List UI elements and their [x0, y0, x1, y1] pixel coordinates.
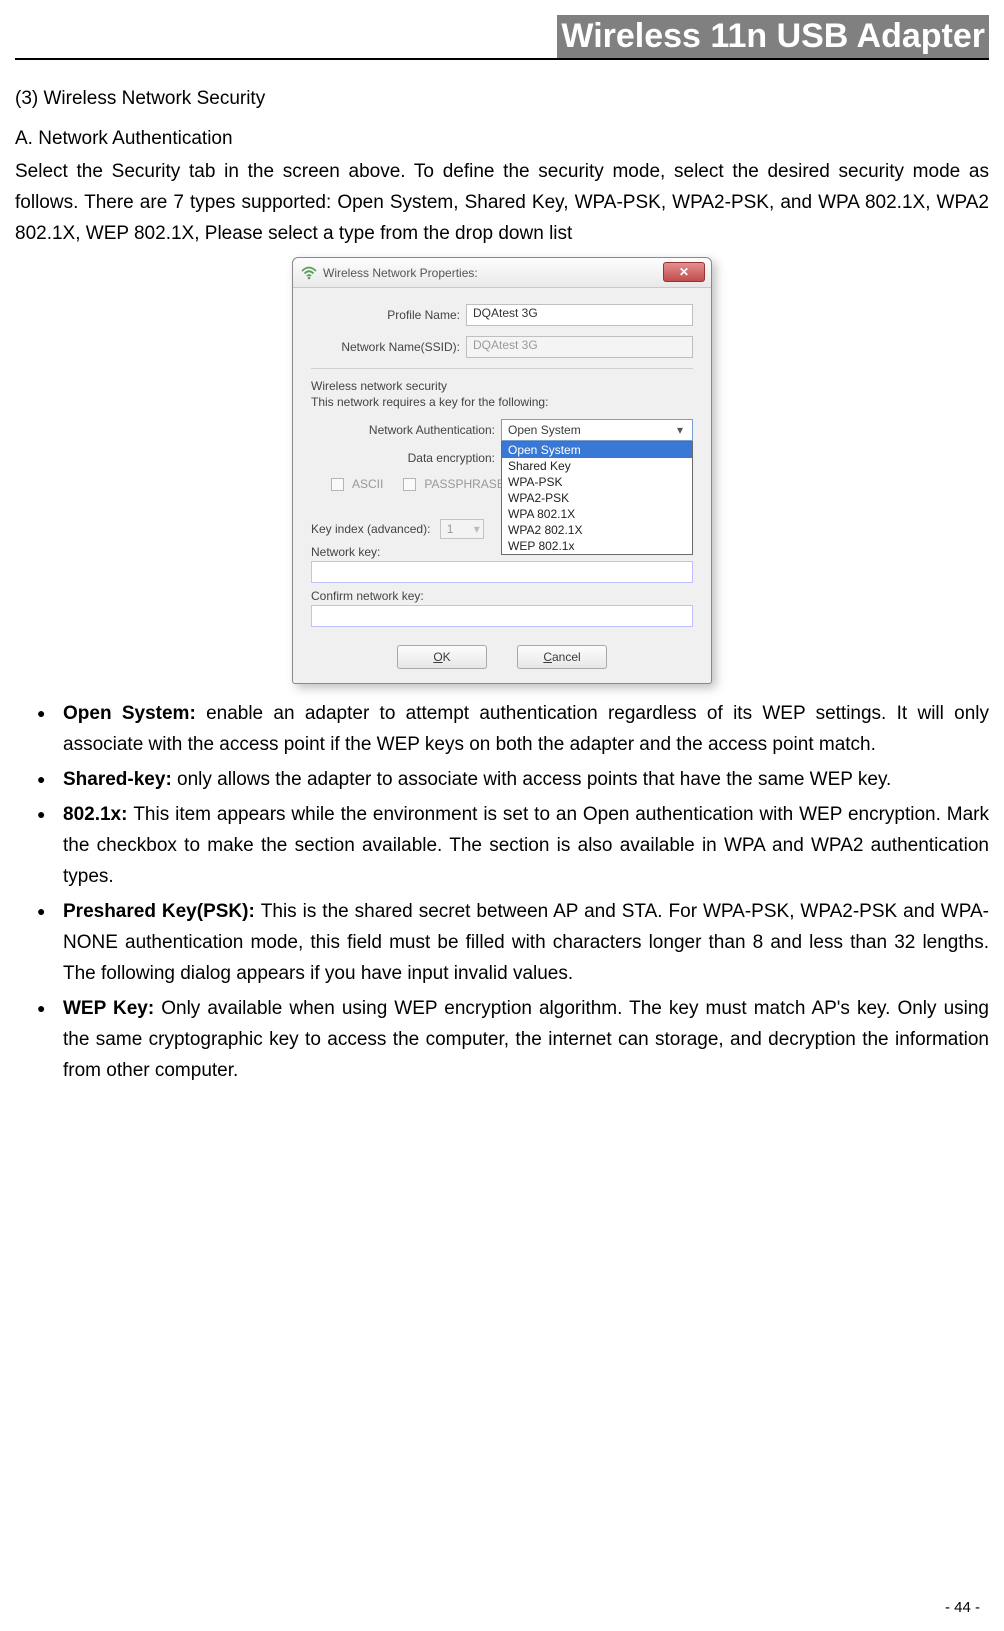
header-bar: Wireless 11n USB Adapter	[15, 15, 989, 60]
bullet-text: Only available when using WEP encryption…	[63, 998, 989, 1081]
dialog-titlebar[interactable]: Wireless Network Properties: ✕	[293, 258, 711, 288]
bullet-text: This item appears while the environment …	[63, 804, 989, 887]
section-subtitle: A. Network Authentication	[15, 128, 989, 150]
profile-name-label: Profile Name:	[311, 308, 466, 322]
auth-option[interactable]: WPA2 802.1X	[502, 522, 692, 538]
passphrase-checkbox[interactable]	[403, 478, 416, 491]
bullet-term: Shared-key:	[63, 769, 177, 790]
key-index-select[interactable]: 1 ▾	[440, 519, 484, 539]
auth-option[interactable]: WEP 802.1x	[502, 538, 692, 554]
list-item: Shared-key: only allows the adapter to a…	[15, 764, 989, 795]
wireless-properties-dialog: Wireless Network Properties: ✕ Profile N…	[292, 257, 712, 684]
key-index-value: 1	[447, 522, 454, 536]
section-title: (3) Wireless Network Security	[15, 88, 989, 110]
network-key-label: Network key:	[311, 545, 380, 559]
auth-option[interactable]: WPA2-PSK	[502, 490, 692, 506]
security-heading: Wireless network security	[311, 379, 693, 393]
list-item: Open System: enable an adapter to attemp…	[15, 698, 989, 760]
ssid-label: Network Name(SSID):	[311, 340, 466, 354]
confirm-key-label: Confirm network key:	[311, 589, 424, 603]
wifi-icon	[301, 265, 317, 281]
list-item: 802.1x: This item appears while the envi…	[15, 799, 989, 892]
auth-option[interactable]: Shared Key	[502, 458, 692, 474]
auth-option[interactable]: Open System	[502, 442, 692, 458]
network-key-input[interactable]	[311, 561, 693, 583]
security-text: This network requires a key for the foll…	[311, 395, 693, 409]
ascii-checkbox[interactable]	[331, 478, 344, 491]
bullet-term: WEP Key:	[63, 998, 161, 1019]
chevron-down-icon: ▾	[672, 422, 688, 438]
cancel-button[interactable]: Cancel	[517, 645, 607, 669]
list-item: WEP Key: Only available when using WEP e…	[15, 993, 989, 1086]
header-title: Wireless 11n USB Adapter	[557, 15, 989, 58]
auth-option[interactable]: WPA-PSK	[502, 474, 692, 490]
list-item: Preshared Key(PSK): This is the shared s…	[15, 896, 989, 989]
section-intro: Select the Security tab in the screen ab…	[15, 156, 989, 249]
auth-combobox[interactable]: Open System ▾ Open System Shared Key WPA…	[501, 419, 693, 441]
chevron-down-icon: ▾	[474, 522, 480, 536]
key-index-label: Key index (advanced):	[311, 522, 430, 536]
bullet-list: Open System: enable an adapter to attemp…	[15, 698, 989, 1086]
page-number: - 44 -	[945, 1599, 980, 1616]
encryption-label: Data encryption:	[311, 451, 501, 465]
auth-dropdown-list: Open System Shared Key WPA-PSK WPA2-PSK …	[501, 441, 693, 555]
dialog-title: Wireless Network Properties:	[323, 266, 478, 280]
confirm-key-input[interactable]	[311, 605, 693, 627]
auth-option[interactable]: WPA 802.1X	[502, 506, 692, 522]
ssid-input: DQAtest 3G	[466, 336, 693, 358]
auth-selected-value: Open System	[508, 423, 581, 437]
passphrase-label: PASSPHRASE	[424, 477, 504, 491]
bullet-text: only allows the adapter to associate wit…	[177, 769, 891, 790]
bullet-term: Preshared Key(PSK):	[63, 901, 261, 922]
auth-label: Network Authentication:	[311, 423, 501, 437]
bullet-term: 802.1x:	[63, 804, 133, 825]
profile-name-input[interactable]: DQAtest 3G	[466, 304, 693, 326]
close-icon: ✕	[679, 265, 689, 279]
ok-button[interactable]: OK	[397, 645, 487, 669]
ascii-label: ASCII	[352, 477, 383, 491]
bullet-term: Open System:	[63, 703, 206, 724]
close-button[interactable]: ✕	[663, 262, 705, 282]
